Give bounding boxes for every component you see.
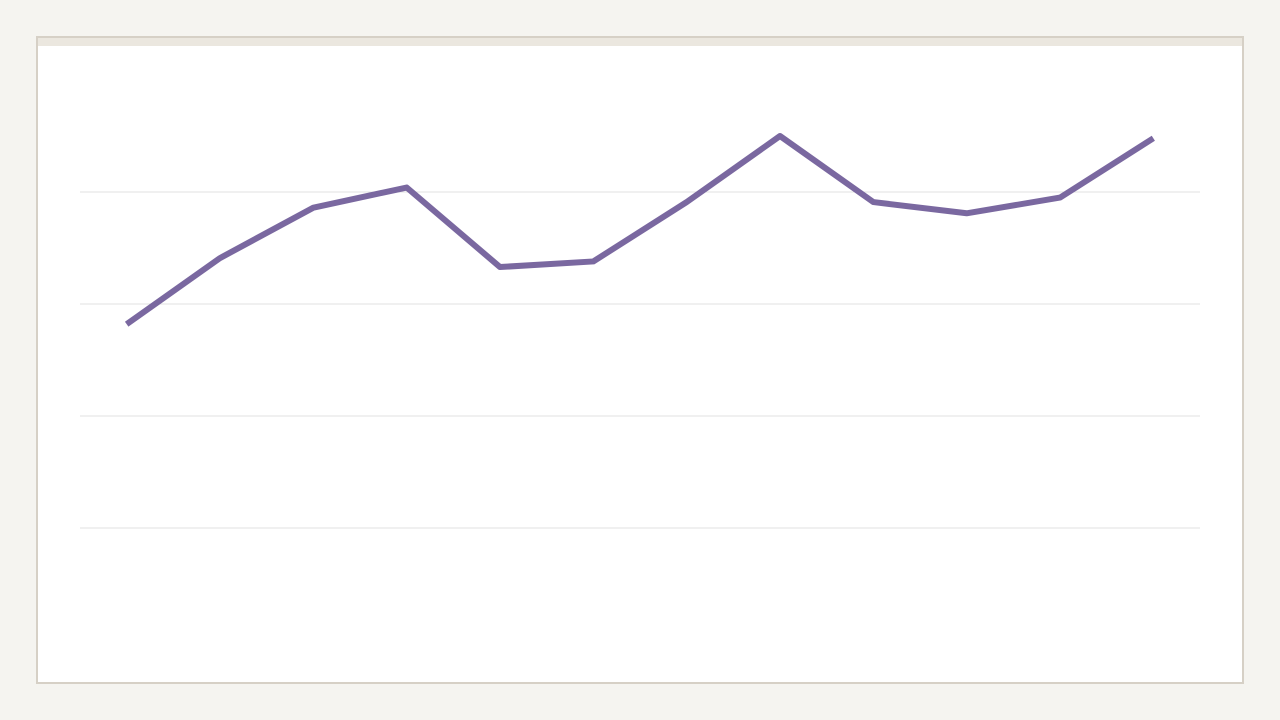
card-header-strip	[38, 38, 1242, 46]
plot-area	[80, 133, 1200, 529]
chart-card	[36, 36, 1244, 684]
series-line	[124, 133, 1155, 327]
